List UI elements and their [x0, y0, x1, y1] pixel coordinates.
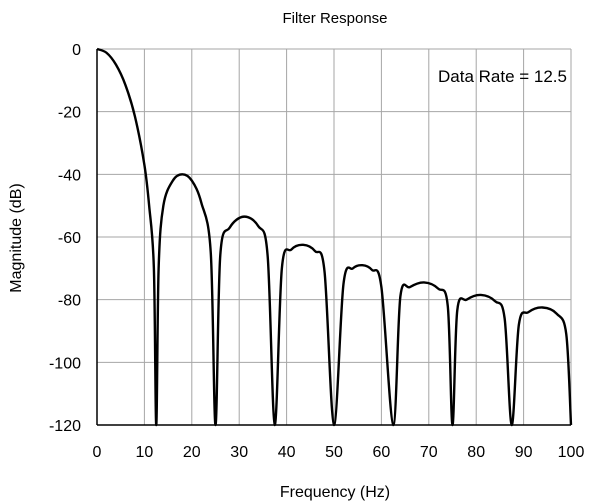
- y-tick-label: -40: [58, 167, 81, 184]
- x-tick-label: 100: [558, 444, 585, 461]
- grid: [97, 48, 572, 425]
- x-tick-label: 50: [325, 444, 343, 461]
- y-tick-label: 0: [72, 42, 81, 59]
- x-tick-label: 10: [136, 444, 154, 461]
- data-rate-annotation: Data Rate = 12.5: [438, 67, 567, 86]
- x-tick-label: 70: [420, 444, 438, 461]
- filter-response-line: [96, 47, 573, 427]
- x-tick-label: 60: [373, 444, 391, 461]
- x-tick-label: 30: [230, 444, 248, 461]
- x-tick-label: 80: [467, 444, 485, 461]
- chart-title: Filter Response: [282, 10, 387, 27]
- y-tick-label: -20: [58, 105, 81, 122]
- y-tick-label: -100: [49, 355, 81, 372]
- x-tick-label: 40: [278, 444, 296, 461]
- series: [96, 47, 573, 427]
- x-axis-title: Frequency (Hz): [280, 484, 390, 501]
- x-tick-label: 20: [183, 444, 201, 461]
- y-tick-label: -120: [49, 418, 81, 435]
- y-axis-title: Magnitude (dB): [8, 183, 25, 292]
- x-tick-label: 0: [93, 444, 102, 461]
- y-tick-label: -60: [58, 230, 81, 247]
- tick-labels: 0 10 20 30 40 50 60 70 80 90 100 0 -20 -40 -60 -80 -100 -…: [49, 42, 584, 461]
- y-tick-label: -80: [58, 293, 81, 310]
- x-tick-label: 90: [515, 444, 533, 461]
